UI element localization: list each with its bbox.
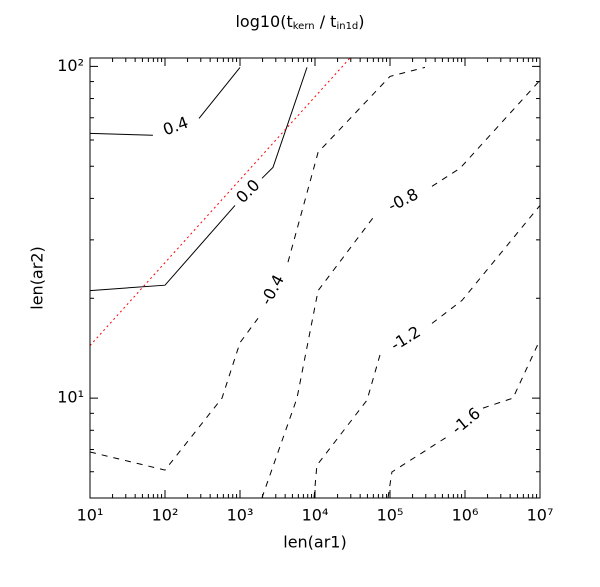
reference-line <box>90 58 351 346</box>
contour-line <box>313 205 540 498</box>
x-tick-label: 10⁴ <box>302 506 329 525</box>
contour-label: 0.0 <box>232 175 263 206</box>
plot-lines <box>90 58 540 498</box>
contour-line <box>90 66 426 471</box>
contour-label: -0.8 <box>385 184 421 215</box>
contour-line <box>261 79 540 498</box>
x-tick-label: 10⁷ <box>527 506 554 525</box>
contour-label: -1.2 <box>387 322 424 354</box>
contour-line <box>90 67 241 136</box>
contour-label: -0.4 <box>256 271 287 307</box>
plot-frame <box>89 57 541 499</box>
x-tick-label: 10¹ <box>77 506 104 525</box>
x-tick-label: 10⁵ <box>377 506 404 525</box>
title-part: / t <box>315 12 337 31</box>
contour-line <box>90 67 308 292</box>
contour-line <box>387 339 540 498</box>
contour-label: -1.6 <box>448 404 484 438</box>
title-part: ) <box>358 12 364 31</box>
y-tick-label: 10¹ <box>57 388 84 407</box>
x-tick-label: 10² <box>152 506 179 525</box>
y-axis-label: len(ar2) <box>28 246 47 309</box>
x-axis-label: len(ar1) <box>283 533 346 552</box>
title-part: log10(t <box>235 12 292 31</box>
title-subscript: in1d <box>336 21 358 32</box>
title-subscript: kern <box>293 21 315 32</box>
contour-label: 0.4 <box>160 113 190 140</box>
x-tick-label: 10⁶ <box>452 506 479 525</box>
y-tick-label: 10² <box>57 56 84 75</box>
x-tick-label: 10³ <box>227 506 254 525</box>
chart-title: log10(tkern / tin1d) <box>235 12 364 33</box>
